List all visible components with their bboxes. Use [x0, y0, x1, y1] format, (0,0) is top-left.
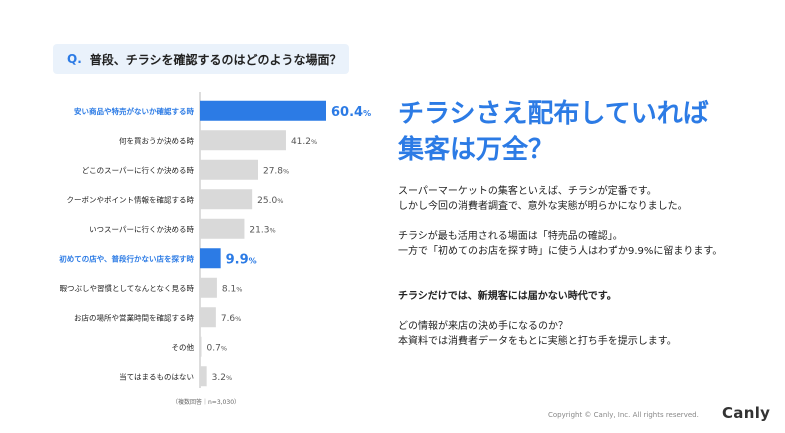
value-label: 25.0% [257, 196, 283, 206]
body-paragraph-4: 一方で「初めてのお店を探す時」に使う人はわずか9.9%に留まります。 [398, 246, 723, 257]
value-unit: % [277, 197, 283, 205]
value-label: 7.6% [221, 314, 242, 324]
value-label: 8.1% [222, 284, 243, 294]
category-label: 当てはまるものはない [119, 371, 194, 381]
bar [200, 307, 216, 328]
value-label: 0.7% [207, 343, 228, 353]
category-label: その他 [172, 342, 195, 352]
value-unit: % [226, 374, 232, 382]
value-unit: % [235, 315, 241, 323]
bar [200, 218, 245, 239]
category-label: クーポンやポイント情報を確認する時 [67, 194, 195, 204]
value-unit: % [283, 167, 289, 175]
bar [200, 366, 207, 387]
value-label: 60.4% [331, 105, 371, 120]
category-label: 何を買おうか決める時 [119, 135, 194, 145]
bar [200, 277, 217, 298]
bar [200, 336, 202, 357]
bar [200, 189, 253, 210]
value-label: 27.8% [263, 166, 289, 176]
headline-line-1: チラシさえ配布していれば [398, 99, 709, 129]
category-label: どこのスーパーに行くか決める時 [82, 165, 195, 175]
value-unit: % [236, 285, 242, 293]
chart-note: （複数回答｜n=3,030） [172, 399, 241, 406]
headline-line-2: 集客は万全？ [398, 135, 555, 165]
canly-logo: Canly [722, 404, 771, 422]
value-label: 3.2% [212, 373, 233, 383]
category-label: 初めての店や、普段行かない店を探す時 [59, 253, 194, 263]
bar-highlighted [200, 100, 326, 121]
category-label: いつスーパーに行くか決める時 [89, 224, 194, 234]
bar-highlighted [200, 248, 221, 269]
body-paragraph-1: スーパーマーケットの集客といえば、チラシが定番です。 [398, 186, 657, 197]
value-label: 21.3% [249, 225, 275, 235]
body-paragraph-7: 本資料では消費者データをもとに実態と打ち手を提示します。 [398, 336, 677, 347]
bar-chart: 安い商品や特売がないか確認する時 60.4% 何を買おうか決める時 41.2% どこのス… [59, 92, 371, 388]
question-box: Q. 普段、チラシを確認するのはどのような場面？ [53, 44, 349, 74]
headline: チラシさえ配布していれば 集客は万全？ [398, 96, 709, 168]
value-label: 41.2% [291, 137, 317, 147]
bar [200, 130, 286, 151]
body-text: スーパーマーケットの集客といえば、チラシが定番です。 しかし今回の消費者調査で、… [398, 184, 778, 349]
copyright: Copyright © Canly, Inc. All rights reser… [548, 411, 699, 419]
value-unit: % [221, 344, 227, 352]
category-label: 暇つぶしや習慣としてなんとなく見る時 [60, 283, 195, 293]
body-paragraph-6: どの情報が来店の決め手になるのか？ [398, 321, 568, 332]
question-text: 普段、チラシを確認するのはどのような場面？ [89, 52, 342, 67]
value-label: 9.9% [226, 252, 257, 267]
value-unit: % [249, 256, 257, 265]
category-label: お店の場所や営業時間を確認する時 [74, 312, 194, 322]
body-paragraph-5: チラシだけでは、新規客には届かない時代です。 [398, 291, 617, 302]
value-unit: % [363, 109, 371, 118]
body-paragraph-2: しかし今回の消費者調査で、意外な実態が明らかになりました。 [398, 201, 688, 212]
value-unit: % [269, 226, 275, 234]
bar [200, 159, 258, 180]
question-prefix: Q. [67, 52, 82, 66]
value-unit: % [311, 138, 317, 146]
category-label: 安い商品や特売がないか確認する時 [74, 106, 194, 116]
body-paragraph-3: チラシが最も活用される場面は「特売品の確認」。 [398, 231, 623, 242]
